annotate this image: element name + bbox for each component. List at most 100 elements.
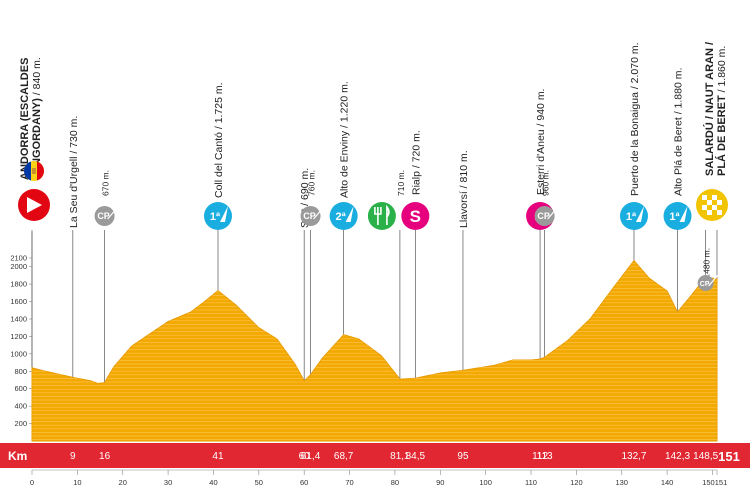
point-label-text: Coll del Cantó / 1.725 m. <box>213 82 225 198</box>
flag-crest <box>32 168 36 174</box>
point-label-text: 710 m. <box>396 170 406 196</box>
finish-check <box>712 195 717 200</box>
point-name: ANDORRA (ESCALDES <box>19 58 31 180</box>
checkpoint-badge-text: CP <box>700 281 710 288</box>
sprint-icon: S <box>401 202 430 230</box>
point-label-text: Esterri d'Aneu / 940 m. <box>535 89 547 195</box>
km-mark: 113 <box>537 451 553 462</box>
km-mark: 9 <box>70 451 76 462</box>
point-altitude: / 730 m. <box>68 116 80 157</box>
y-tick-label: 2100 <box>10 254 27 263</box>
y-tick-label: 200 <box>14 419 27 428</box>
flag-blue <box>24 161 31 181</box>
finish-check <box>717 210 722 215</box>
climb-badge <box>663 202 692 230</box>
finish-check <box>717 200 722 205</box>
y-tick-label: 600 <box>14 384 27 393</box>
point-label-text: 1.480 m. <box>702 248 712 281</box>
feed-badge <box>367 202 396 230</box>
point-label: Esterri d'Aneu / 940 m. <box>535 89 547 195</box>
start-arrow <box>27 197 42 213</box>
km-mark: 132,7 <box>621 451 646 462</box>
x-tick-label: 10 <box>73 478 81 487</box>
point-altitude: 710 m. <box>396 170 406 196</box>
climb-cat2-icon: 2ª <box>329 202 358 230</box>
point-name: Puerto de la Bonaigua <box>629 92 641 196</box>
checkpoint-badge <box>534 206 555 226</box>
point-label: SALARDÚ / NAUT ARAN / PLÁ DE BERET / 1.86… <box>703 42 728 176</box>
mountain-peak <box>635 206 644 222</box>
point-name: La Seu d'Urgell <box>68 157 80 228</box>
y-tick-label: 1800 <box>10 280 27 289</box>
point-altitude: / 840 m. <box>31 57 43 98</box>
point-altitude: / 1.860 m. <box>716 46 728 96</box>
point-altitude: / 940 m. <box>535 89 547 130</box>
point-label-text: Llavorsí / 810 m. <box>458 150 470 228</box>
climb-badge <box>619 202 648 230</box>
point-label: La Seu d'Urgell / 730 m. <box>68 116 80 228</box>
km-mark: 84,5 <box>406 451 426 462</box>
point-label-text: 760 m. <box>307 170 317 196</box>
flag-red <box>37 161 44 181</box>
finish-check <box>707 200 712 205</box>
point-label: Puerto de la Bonaigua / 2.070 m. <box>629 42 641 196</box>
point-name: SALARDÚ / NAUT ARAN / <box>703 42 716 176</box>
point-label: 760 m. <box>307 170 317 196</box>
point-label: 960 m. <box>541 170 551 196</box>
point-name2: - ENGORDANY) <box>31 98 43 180</box>
point-name: Rialp <box>410 171 422 195</box>
y-tick-label: 1400 <box>10 315 27 324</box>
climb-cat1-icon: 1ª <box>619 202 648 230</box>
checkpoint-slash <box>708 272 721 287</box>
y-tick-label: 400 <box>14 402 27 411</box>
checkpoint-icon: CP <box>697 272 721 291</box>
point-label-text: Alto Plá de Beret / 1.880 m. <box>673 68 685 196</box>
point-label: 710 m. <box>396 170 406 196</box>
finish-icon <box>696 189 728 221</box>
point-altitude: / 690 m. <box>299 168 311 209</box>
checkpoint-slash <box>547 203 562 220</box>
x-tick-label: 80 <box>391 478 399 487</box>
finish-check <box>707 210 712 215</box>
x-tick-label: 20 <box>119 478 127 487</box>
climb-badge <box>203 202 232 230</box>
point-altitude: 760 m. <box>307 170 317 196</box>
y-tick-label: 800 <box>14 367 27 376</box>
checkpoint-slash <box>107 203 122 220</box>
point-label-text: Alto de Enviny / 1.220 m. <box>339 81 351 198</box>
elevation-profile-area <box>31 259 718 442</box>
x-tick-label: 151 <box>715 478 728 487</box>
finish-check <box>702 195 707 200</box>
point-name-line2: PLÁ DE BERET / 1.860 m. <box>715 46 728 176</box>
climb-badge-text: 1ª <box>626 211 637 223</box>
y-tick-label: 2000 <box>10 262 27 271</box>
x-tick-label: 30 <box>164 478 172 487</box>
climb-badge-text: 1ª <box>210 211 221 223</box>
point-label: Rialp / 720 m. <box>410 130 422 195</box>
point-name: Esterri d'Aneu <box>535 129 547 195</box>
point-altitude: / 2.070 m. <box>629 42 641 92</box>
x-tick-label: 140 <box>661 478 674 487</box>
checkpoint-badge <box>94 206 115 226</box>
km-mark: 142,3 <box>665 451 690 462</box>
x-tick-label: 0 <box>30 478 34 487</box>
km-mark: 148,5 <box>693 451 718 462</box>
x-axis: 0 10 20 30 40 50 60 70 80 90 100 110 120 130 140 150 151 <box>30 469 728 487</box>
point-label: Llavorsí / 810 m. <box>458 150 470 228</box>
point-label: 670 m. <box>101 170 111 196</box>
sprint-badge-text: S <box>410 207 421 226</box>
y-tick-label: 1000 <box>10 349 27 358</box>
climb-badge <box>329 202 358 230</box>
mountain-peak <box>219 206 228 222</box>
x-tick-label: 70 <box>345 478 353 487</box>
feed-zone-icon <box>367 202 396 230</box>
x-tick-label: 40 <box>209 478 217 487</box>
point-label-text: 670 m. <box>101 170 111 196</box>
andorra-flag-icon <box>24 161 44 181</box>
point-name2: PLÁ DE BERET <box>715 95 728 176</box>
point-labels: ANDORRA (ESCALDES - ENGORDANY) / 840 m. La… <box>19 42 728 281</box>
x-tick-label: 60 <box>300 478 308 487</box>
point-label: Coll del Cantó / 1.725 m. <box>213 82 225 198</box>
